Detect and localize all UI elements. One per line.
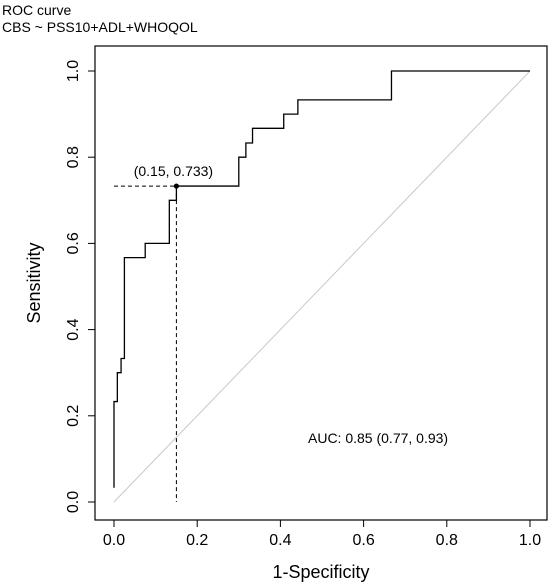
chart-header: ROC curve CBS ~ PSS10+ADL+WHOQOL [2,2,198,36]
y-tick-label: 0.6 [65,232,82,254]
auc-annotation: AUC: 0.85 (0.77, 0.93) [308,430,448,446]
y-axis-title: Sensitivity [24,242,44,323]
reference-diagonal [113,70,531,503]
x-tick-label: 1.0 [519,532,541,549]
optimal-point-marker [173,183,179,189]
y-tick-label: 0.0 [65,491,82,513]
x-tick-label: 0.6 [352,532,374,549]
optimal-point-label: (0.15, 0.733) [134,163,213,179]
chart-title: ROC curve [2,2,72,18]
x-axis-title: 1-Specificity [272,562,369,582]
y-tick-label: 0.8 [65,146,82,168]
y-tick-label: 0.4 [65,318,82,340]
x-tick-label: 0.8 [436,532,458,549]
chart-subtitle: CBS ~ PSS10+ADL+WHOQOL [2,19,198,35]
y-tick-label: 1.0 [65,60,82,82]
y-tick-label: 0.2 [65,405,82,427]
x-tick-label: 0.4 [269,532,291,549]
plot-frame [94,45,548,521]
x-tick-label: 0.2 [186,532,208,549]
x-axis: 0.0 0.2 0.4 0.6 0.8 1.0 [103,520,541,549]
x-tick-label: 0.0 [103,532,125,549]
y-axis: 0.0 0.2 0.4 0.6 0.8 1.0 [65,60,95,513]
